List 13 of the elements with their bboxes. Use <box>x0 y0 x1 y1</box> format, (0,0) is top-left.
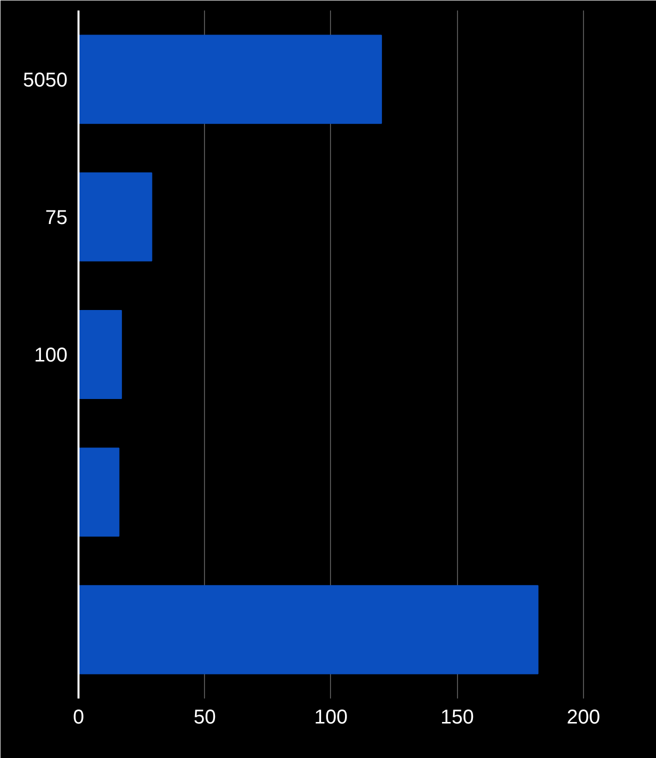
bar <box>78 310 122 400</box>
x-tick-label: 0 <box>72 706 84 728</box>
bar <box>78 172 152 262</box>
y-tick-label: 75 <box>45 206 68 229</box>
y-tick-label: 5050 <box>23 69 68 92</box>
x-tick-label: 100 <box>314 706 348 728</box>
bar <box>78 448 120 537</box>
x-tick-label: 200 <box>566 706 600 728</box>
x-tick-label: 50 <box>194 706 216 728</box>
y-tick-label: 100 <box>34 344 68 366</box>
x-tick-label: 150 <box>440 706 474 728</box>
bar <box>78 585 538 674</box>
bar <box>78 34 382 124</box>
